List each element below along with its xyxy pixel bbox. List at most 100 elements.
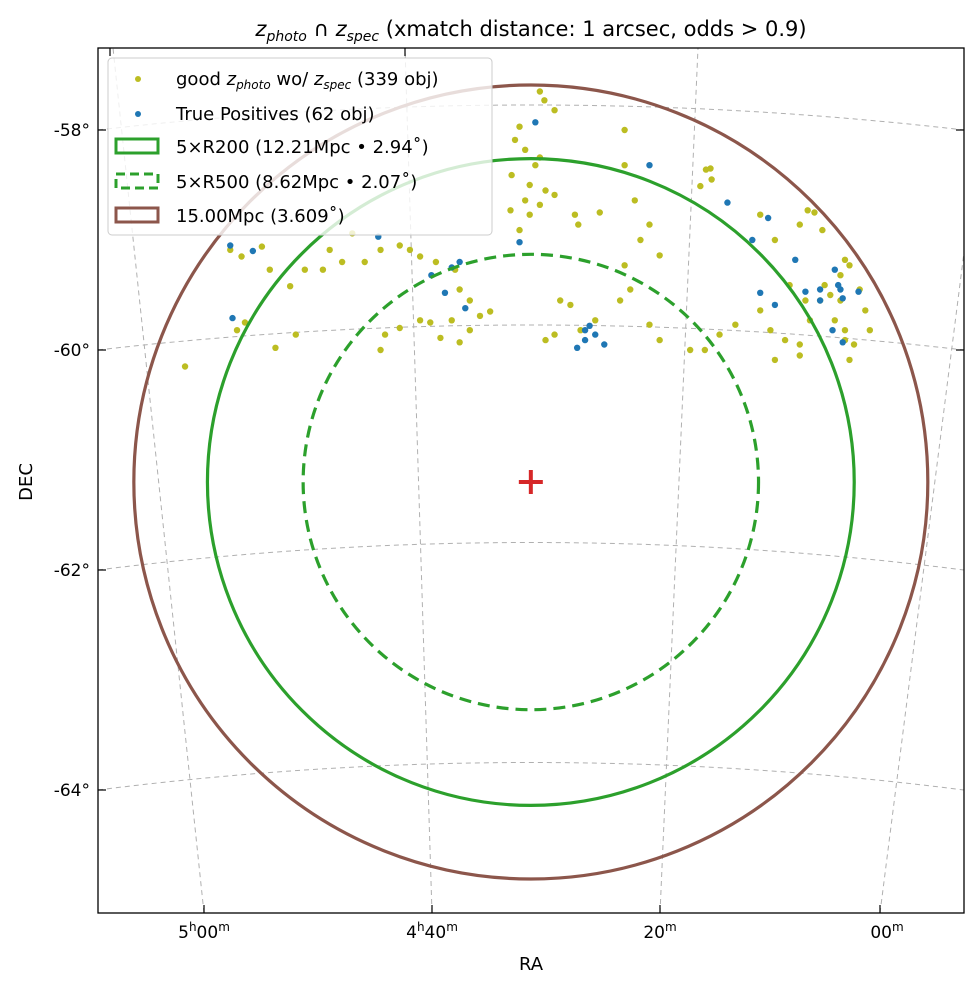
good-zphoto-point	[850, 341, 858, 348]
legend-marker-r500	[114, 172, 160, 190]
ticks	[98, 48, 964, 913]
dec-gridline	[98, 762, 964, 791]
good-zphoto-point	[827, 291, 834, 299]
true-positive-point	[249, 247, 257, 255]
good-zphoto-point	[831, 317, 838, 324]
y-axis-label: DEC	[16, 463, 37, 501]
good-zphoto-point	[846, 356, 853, 364]
good-zphoto-point	[508, 171, 515, 179]
true-positive-point	[771, 301, 779, 309]
true-positive-point	[456, 258, 463, 266]
good-zphoto-point	[631, 197, 638, 204]
good-zphoto-point	[771, 236, 779, 244]
good-zphoto-point	[819, 226, 826, 234]
dec-gridline	[98, 542, 964, 571]
good-zphoto-point	[592, 317, 599, 324]
good-zphoto-point	[432, 258, 440, 266]
good-zphoto-point	[181, 363, 189, 370]
good-zphoto-point	[326, 246, 333, 254]
true-positive-point	[855, 288, 862, 295]
x-tick-label: 5h00m	[178, 920, 230, 943]
good-zphoto-point	[802, 297, 809, 304]
true-positive-point	[581, 327, 589, 334]
good-zphoto-point	[377, 346, 384, 354]
true-positive-point	[837, 286, 844, 293]
good-zphoto-point	[301, 266, 309, 273]
true-positive-point	[802, 288, 809, 295]
true-positive-point	[441, 289, 449, 296]
good-zphoto-point	[701, 346, 709, 354]
true-positive-point	[581, 336, 589, 344]
true-positive-point	[816, 286, 824, 293]
good-zphoto-point	[767, 327, 774, 334]
good-zphoto-point	[396, 324, 403, 332]
plot-marks	[132, 83, 930, 881]
good-zphoto-point	[862, 307, 869, 314]
good-zphoto-point	[637, 236, 644, 244]
good-zphoto-point	[521, 197, 529, 204]
good-zphoto-point	[646, 321, 653, 328]
good-zphoto-point	[616, 297, 624, 304]
good-zphoto-point	[511, 136, 519, 144]
true-positive-point	[592, 331, 599, 338]
good-zphoto-point	[532, 162, 539, 169]
x-tick-label: 00m	[870, 920, 903, 943]
true-positive-point	[586, 322, 593, 329]
good-zphoto-point	[781, 336, 789, 344]
good-zphoto-point	[286, 283, 294, 290]
good-zphoto-point	[716, 331, 723, 338]
chart-title: zphoto ∩ zspec (xmatch distance: 1 arcse…	[254, 17, 806, 45]
true-positive-point	[839, 295, 846, 302]
good-zphoto-point	[866, 327, 874, 334]
good-zphoto-point	[456, 286, 463, 293]
true-positive-point	[749, 236, 756, 244]
good-zphoto-point	[841, 327, 849, 334]
legend: good zphoto wo/ zspec (339 obj) True Pos…	[107, 57, 493, 236]
good-zphoto-point	[396, 242, 403, 249]
good-zphoto-point	[757, 307, 764, 314]
good-zphoto-point	[796, 341, 803, 348]
good-zphoto-point	[292, 331, 299, 338]
good-zphoto-point	[542, 336, 549, 344]
good-zphoto-point	[541, 97, 548, 104]
legend-box	[107, 57, 493, 236]
good-zphoto-point	[507, 207, 514, 214]
circle-5xr200	[205, 157, 856, 807]
good-zphoto-point	[427, 319, 434, 326]
good-zphoto-point	[521, 146, 529, 153]
good-zphoto-point	[476, 312, 484, 320]
good-zphoto-point	[551, 107, 558, 114]
good-zphoto-point	[338, 258, 346, 266]
true-positive-point	[792, 256, 799, 263]
x-axis-label: RA	[519, 954, 544, 975]
good-zphoto-point	[516, 123, 523, 130]
good-zphoto-point	[466, 327, 474, 334]
x-tick-label: 20m	[643, 920, 676, 943]
legend-label-r500: 5×R500 (8.62Mpc • 2.07˚)	[176, 172, 417, 193]
good-zphoto-point	[416, 317, 424, 324]
true-positive-point	[601, 341, 608, 348]
good-zphoto-point	[811, 209, 818, 216]
good-zphoto-point	[596, 209, 603, 216]
good-zphoto-point	[466, 297, 474, 304]
legend-marker-r200	[114, 137, 160, 155]
true-positive-point	[724, 199, 731, 206]
plot-frame	[97, 47, 965, 914]
good-zphoto-point	[241, 319, 249, 326]
true-positive-point	[757, 289, 764, 296]
good-zphoto-point	[846, 262, 853, 269]
true-positive-point	[462, 305, 469, 312]
good-zphoto-point	[238, 253, 245, 260]
good-zphoto-point	[707, 165, 714, 172]
true-positive-point	[573, 344, 581, 351]
ra-gridline	[879, 248, 964, 913]
good-zphoto-point	[557, 297, 564, 304]
true-positive-point	[764, 214, 772, 222]
ra-gridline	[659, 48, 699, 913]
good-zphoto-point	[567, 301, 574, 309]
good-zphoto-point	[266, 266, 273, 273]
legend-label-good: good zphoto wo/ zspec (339 obj)	[176, 69, 439, 92]
good-zphoto-point	[551, 331, 558, 338]
good-zphoto-point	[319, 266, 327, 273]
good-zphoto-point	[526, 211, 533, 218]
